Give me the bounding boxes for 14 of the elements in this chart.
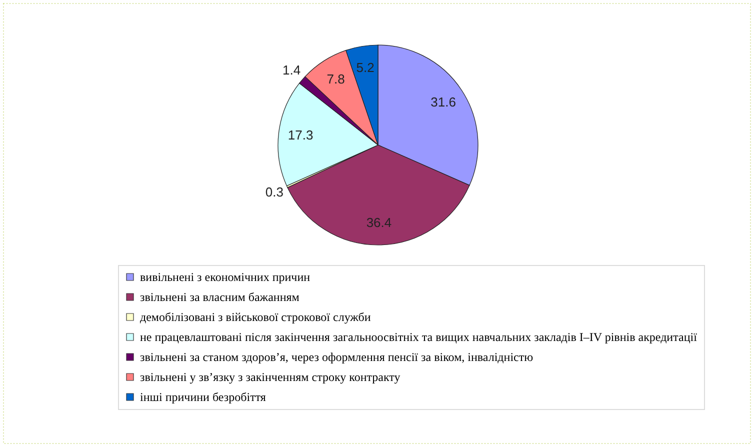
legend-label: не працевлаштовані після закінчення загальноосвітніх та вищих навчальних закладів І–ІV рівнів акредитації — [140, 330, 698, 344]
legend-label: звільнені за власним бажанням — [140, 290, 300, 304]
data-label: 31.6 — [430, 94, 456, 110]
data-label: 0.3 — [265, 184, 284, 200]
legend-label: демобілізовані з військової строкової служби — [140, 310, 372, 324]
data-label: 17.3 — [288, 127, 314, 142]
data-label: 36.4 — [366, 214, 392, 230]
legend-label: вивільнені з економічних причин — [140, 270, 311, 284]
data-label: 5.2 — [356, 60, 374, 76]
data-label: 7.8 — [326, 71, 345, 86]
legend-label: звільнені у зв’язку з закінченням строку контракту — [140, 370, 400, 384]
legend-label: звільнені за станом здоров’я, через оформлення пенсії за віком, інвалідністю — [140, 350, 534, 364]
data-label: 1.4 — [282, 62, 301, 78]
legend-label: інші причини безробіття — [140, 390, 266, 404]
